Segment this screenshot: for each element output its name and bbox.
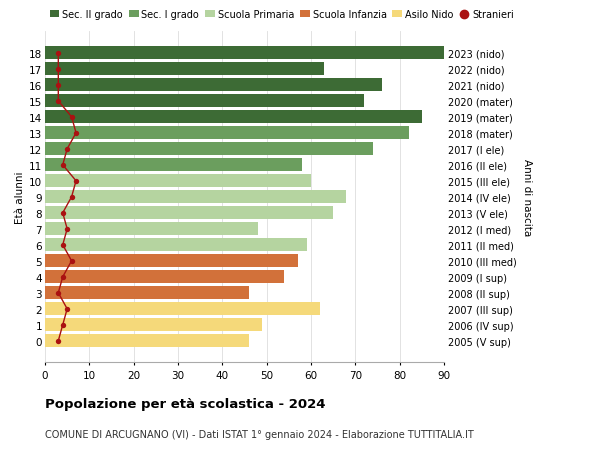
Bar <box>45 127 409 140</box>
Bar <box>45 63 325 76</box>
Point <box>67 257 76 265</box>
Point <box>53 50 63 57</box>
Point <box>58 210 68 217</box>
Point <box>62 305 72 313</box>
Bar <box>45 239 307 252</box>
Bar <box>45 79 382 92</box>
Bar <box>45 95 364 108</box>
Point <box>58 162 68 169</box>
Bar <box>45 143 373 156</box>
Bar <box>45 47 448 60</box>
Point <box>71 178 81 185</box>
Bar <box>45 286 249 300</box>
Point <box>62 226 72 233</box>
Bar <box>45 175 311 188</box>
Point <box>58 321 68 329</box>
Point <box>67 114 76 121</box>
Bar <box>45 223 258 236</box>
Point <box>58 274 68 281</box>
Bar <box>45 255 298 268</box>
Point <box>53 290 63 297</box>
Bar <box>45 207 333 220</box>
Bar <box>45 335 249 347</box>
Text: COMUNE DI ARCUGNANO (VI) - Dati ISTAT 1° gennaio 2024 - Elaborazione TUTTITALIA.: COMUNE DI ARCUGNANO (VI) - Dati ISTAT 1°… <box>45 429 474 439</box>
Bar <box>45 111 422 124</box>
Point <box>58 241 68 249</box>
Point <box>62 146 72 153</box>
Point <box>53 66 63 73</box>
Y-axis label: Anni di nascita: Anni di nascita <box>523 159 532 236</box>
Point <box>71 130 81 137</box>
Bar <box>45 159 302 172</box>
Bar <box>45 319 262 331</box>
Point <box>67 194 76 201</box>
Bar <box>45 302 320 316</box>
Point <box>53 98 63 105</box>
Bar <box>45 191 346 204</box>
Bar <box>45 271 284 284</box>
Point <box>53 337 63 345</box>
Legend: Sec. II grado, Sec. I grado, Scuola Primaria, Scuola Infanzia, Asilo Nido, Stran: Sec. II grado, Sec. I grado, Scuola Prim… <box>46 6 518 24</box>
Text: Popolazione per età scolastica - 2024: Popolazione per età scolastica - 2024 <box>45 397 325 410</box>
Point <box>53 82 63 90</box>
Y-axis label: Età alunni: Età alunni <box>15 171 25 224</box>
